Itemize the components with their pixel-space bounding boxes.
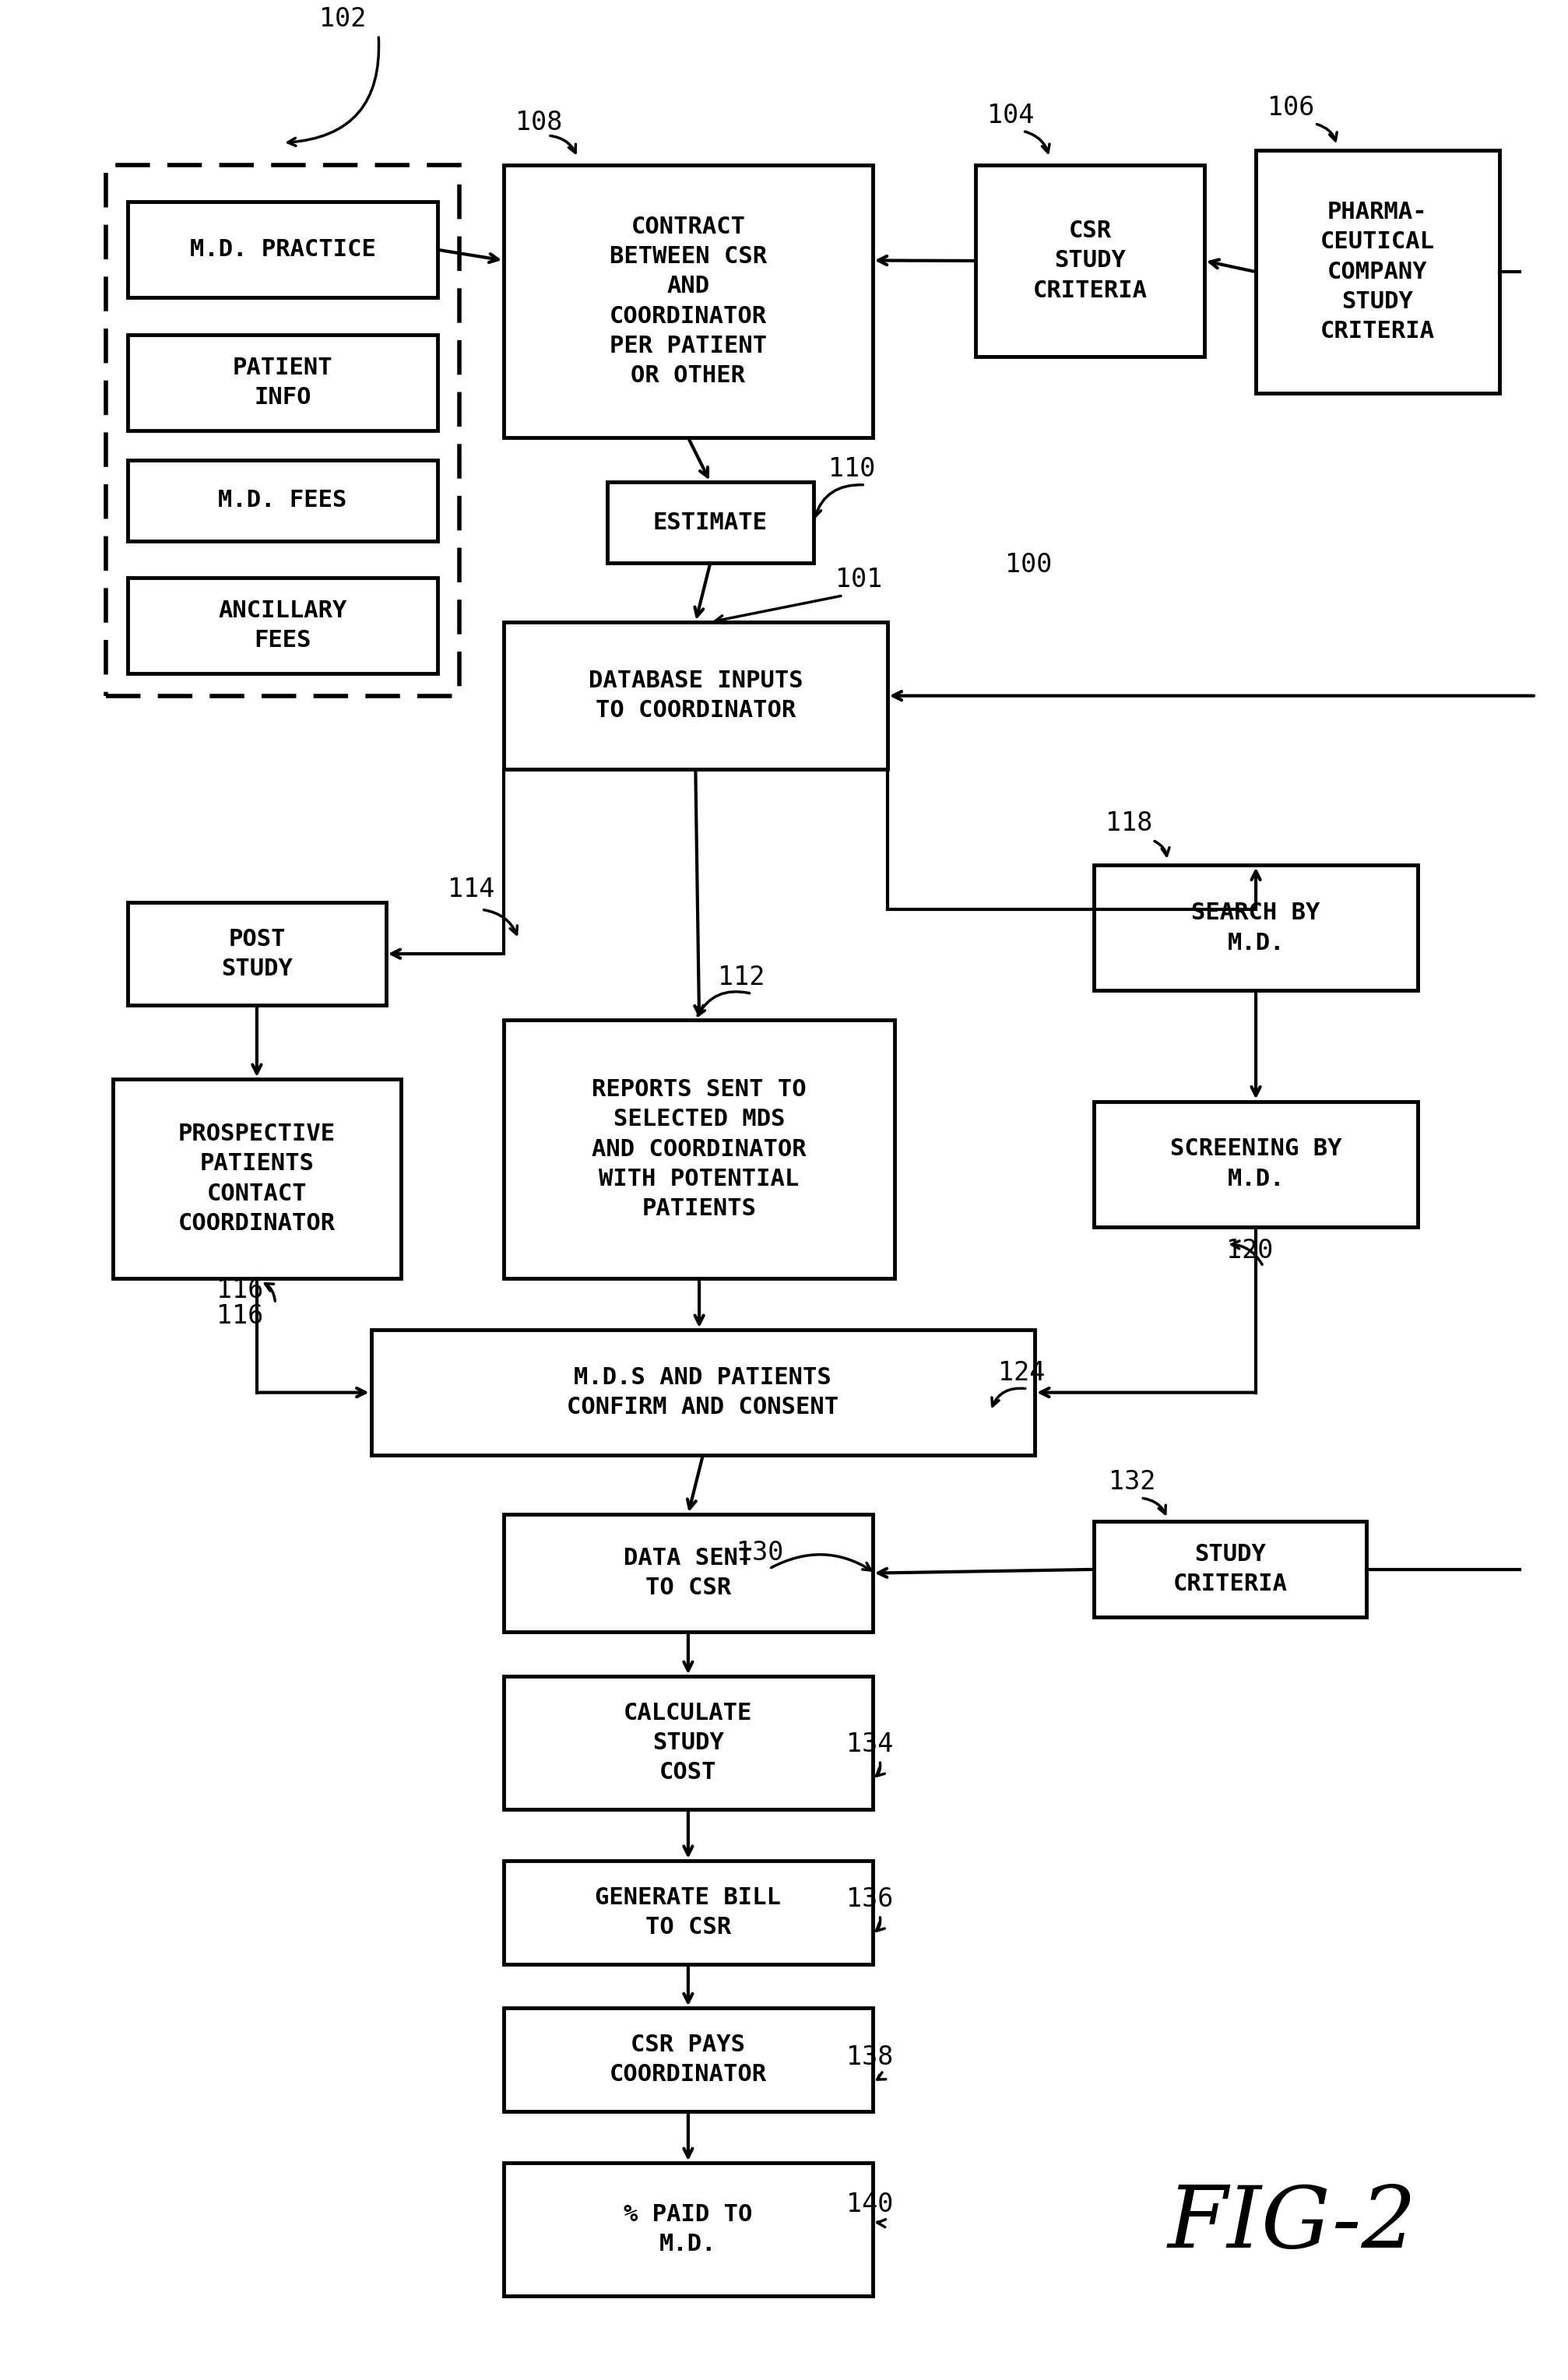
Text: 110: 110 [828,457,875,483]
Text: 102: 102 [320,7,367,33]
Text: STUDY
CRITERIA: STUDY CRITERIA [1173,1542,1287,1595]
Text: M.D. PRACTICE: M.D. PRACTICE [190,238,376,262]
Text: POST
STUDY: POST STUDY [221,928,293,981]
Text: PHARMA-
CEUTICAL
COMPANY
STUDY
CRITERIA: PHARMA- CEUTICAL COMPANY STUDY CRITERIA [1320,200,1435,343]
Bar [607,483,814,564]
Text: 118: 118 [1105,809,1152,835]
Text: 106: 106 [1267,95,1314,121]
Bar [503,621,887,769]
Text: 116: 116 [216,1278,263,1304]
Bar [503,1861,872,1963]
Text: 140: 140 [845,2192,892,2218]
Text: 134: 134 [845,1733,892,1756]
Text: M.D. FEES: M.D. FEES [218,490,347,512]
Bar [1093,1521,1366,1618]
Bar [503,1514,872,1633]
Text: 124: 124 [997,1359,1044,1385]
Text: SCREENING BY
M.D.: SCREENING BY M.D. [1170,1138,1342,1190]
Bar [129,202,437,298]
Text: REPORTS SENT TO
SELECTED MDS
AND COORDINATOR
WITH POTENTIAL
PATIENTS: REPORTS SENT TO SELECTED MDS AND COORDIN… [591,1078,806,1221]
Text: 120: 120 [1226,1238,1273,1264]
Bar [129,578,437,674]
Bar [975,164,1204,357]
Text: 101: 101 [836,566,883,593]
Text: 108: 108 [516,109,563,136]
Bar [372,1330,1035,1454]
Text: GENERATE BILL
TO CSR: GENERATE BILL TO CSR [596,1885,781,1937]
Bar [503,2163,872,2297]
Bar [105,164,459,695]
Text: DATA SENT
TO CSR: DATA SENT TO CSR [624,1547,753,1599]
Bar [129,459,437,540]
Text: PROSPECTIVE
PATIENTS
CONTACT
COORDINATOR: PROSPECTIVE PATIENTS CONTACT COORDINATOR [179,1123,336,1235]
Text: % PAID TO
M.D.: % PAID TO M.D. [624,2204,753,2256]
Bar [129,902,386,1004]
Text: 130: 130 [737,1540,784,1566]
Text: ESTIMATE: ESTIMATE [652,512,767,533]
Bar [1093,866,1417,990]
Bar [1093,1102,1417,1226]
Text: 104: 104 [988,102,1035,129]
Text: 100: 100 [1005,552,1052,578]
Text: 112: 112 [718,964,765,990]
Text: CSR
STUDY
CRITERIA: CSR STUDY CRITERIA [1033,219,1148,302]
Text: 116: 116 [216,1304,263,1328]
Text: PATIENT
INFO: PATIENT INFO [232,357,332,409]
Bar [503,164,872,438]
Text: ANCILLARY
FEES: ANCILLARY FEES [218,600,347,652]
Text: CONTRACT
BETWEEN CSR
AND
COORDINATOR
PER PATIENT
OR OTHER: CONTRACT BETWEEN CSR AND COORDINATOR PER… [610,217,767,388]
Text: 132: 132 [1109,1468,1156,1495]
Bar [503,2009,872,2111]
Text: 138: 138 [845,2044,892,2071]
Bar [1256,150,1499,393]
Bar [503,1676,872,1809]
Text: FIG-2: FIG-2 [1168,2182,1416,2266]
Bar [129,336,437,431]
Bar [503,1021,895,1278]
Text: 114: 114 [448,876,495,902]
Text: CALCULATE
STUDY
COST: CALCULATE STUDY COST [624,1702,753,1783]
Text: M.D.S AND PATIENTS
CONFIRM AND CONSENT: M.D.S AND PATIENTS CONFIRM AND CONSENT [568,1366,839,1418]
Text: DATABASE INPUTS
TO COORDINATOR: DATABASE INPUTS TO COORDINATOR [588,669,803,721]
Text: CSR PAYS
COORDINATOR: CSR PAYS COORDINATOR [610,2033,767,2085]
Bar [113,1078,400,1278]
Text: 136: 136 [845,1887,892,1911]
Text: SEARCH BY
M.D.: SEARCH BY M.D. [1192,902,1320,954]
